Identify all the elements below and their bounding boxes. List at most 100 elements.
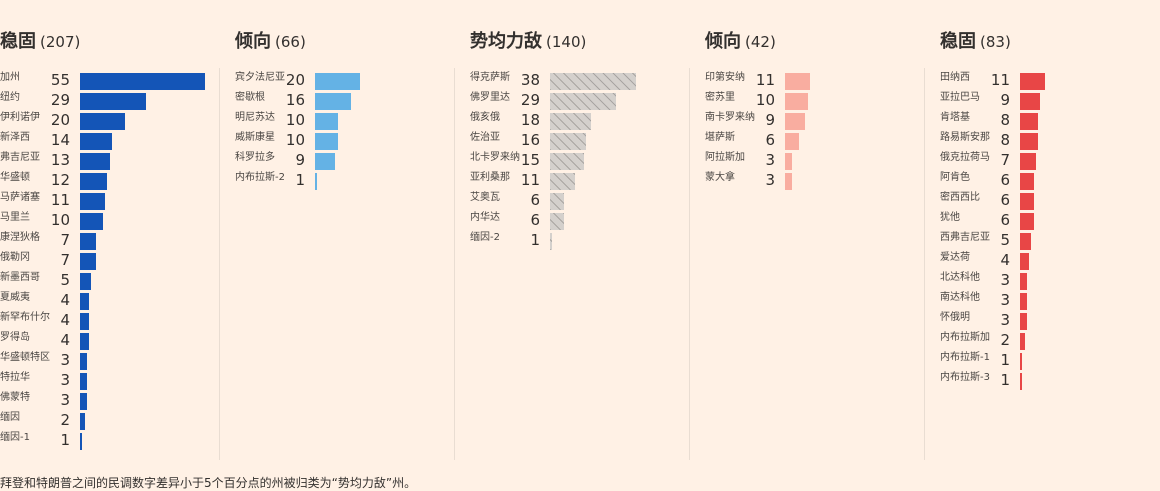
group-title: 倾向 (66) bbox=[235, 27, 306, 53]
group-title-count: (83) bbox=[980, 33, 1011, 51]
state-label: 马萨诸塞 bbox=[0, 192, 40, 203]
value-label: 10 bbox=[285, 131, 305, 149]
bar bbox=[785, 73, 810, 90]
value-label: 7 bbox=[60, 251, 70, 269]
value-label: 5 bbox=[60, 271, 70, 289]
value-label: 3 bbox=[1000, 271, 1010, 289]
value-label: 3 bbox=[1000, 311, 1010, 329]
bar-row: 华盛顿特区 3 bbox=[0, 351, 215, 372]
group-title-count: (207) bbox=[40, 33, 81, 51]
bar-row: 密西西比 6 bbox=[940, 191, 1155, 212]
bar-row: 华盛顿 12 bbox=[0, 171, 215, 192]
state-label: 特拉华 bbox=[0, 372, 30, 383]
bar bbox=[1020, 353, 1022, 370]
bar-row: 内布拉斯-2 1 bbox=[235, 171, 450, 192]
state-label: 佐治亚 bbox=[470, 132, 500, 143]
value-label: 16 bbox=[520, 131, 540, 149]
bar-row: 田纳西 11 bbox=[940, 71, 1155, 92]
value-label: 4 bbox=[60, 331, 70, 349]
bar bbox=[550, 153, 584, 170]
bar bbox=[80, 113, 125, 130]
state-label: 内布拉斯-2 bbox=[235, 172, 285, 183]
value-label: 11 bbox=[990, 71, 1010, 89]
bar-row: 内布拉斯-1 1 bbox=[940, 351, 1155, 372]
state-label: 亚拉巴马 bbox=[940, 92, 980, 103]
electoral-votes-chart: 稳固 (207) 加州 55 纽约 29 伊利诺伊 20 新泽西 14 弗吉尼亚 13 华盛顿 12 马萨诸… bbox=[0, 0, 1155, 460]
bar-row: 夏威夷 4 bbox=[0, 291, 215, 312]
group-title-label: 势均力敌 bbox=[470, 31, 542, 52]
value-label: 16 bbox=[285, 91, 305, 109]
bar bbox=[80, 393, 87, 410]
value-label: 12 bbox=[50, 171, 70, 189]
value-label: 38 bbox=[520, 71, 540, 89]
state-label: 南卡罗来纳 bbox=[705, 112, 755, 123]
bar-row: 新罕布什尔 4 bbox=[0, 311, 215, 332]
bar-row: 密歇根 16 bbox=[235, 91, 450, 112]
value-label: 6 bbox=[1000, 191, 1010, 209]
bar bbox=[550, 233, 552, 250]
bar-row: 缅因 2 bbox=[0, 411, 215, 432]
group-title-count: (42) bbox=[745, 33, 776, 51]
bar bbox=[80, 233, 96, 250]
state-label: 路易斯安那 bbox=[940, 132, 990, 143]
value-label: 1 bbox=[1000, 371, 1010, 389]
bar bbox=[1020, 233, 1031, 250]
state-label: 密苏里 bbox=[705, 92, 735, 103]
bar-row: 艾奥瓦 6 bbox=[470, 191, 685, 212]
bar bbox=[1020, 93, 1040, 110]
value-label: 8 bbox=[1000, 111, 1010, 129]
bar-row: 俄克拉荷马 7 bbox=[940, 151, 1155, 172]
bar-row: 伊利诺伊 20 bbox=[0, 111, 215, 132]
state-label: 缅因-1 bbox=[0, 432, 30, 443]
bar bbox=[315, 93, 351, 110]
bar bbox=[80, 153, 110, 170]
group-title: 势均力敌 (140) bbox=[470, 27, 586, 53]
group-title: 倾向 (42) bbox=[705, 27, 776, 53]
bar-row: 新泽西 14 bbox=[0, 131, 215, 152]
bar-row: 特拉华 3 bbox=[0, 371, 215, 392]
group-title: 稳固 (207) bbox=[0, 27, 80, 53]
bar-row: 密苏里 10 bbox=[705, 91, 920, 112]
bar bbox=[1020, 273, 1027, 290]
bar bbox=[315, 113, 338, 130]
value-label: 1 bbox=[1000, 351, 1010, 369]
group-column: 倾向 (66) 宾夕法尼亚 20 密歇根 16 明尼苏达 10 威斯康星 10 科罗拉多 9 内布拉斯-… bbox=[235, 0, 450, 460]
value-label: 13 bbox=[50, 151, 70, 169]
bar bbox=[1020, 73, 1045, 90]
value-label: 9 bbox=[765, 111, 775, 129]
state-label: 威斯康星 bbox=[235, 132, 275, 143]
state-label: 科罗拉多 bbox=[235, 152, 275, 163]
bar-row: 内布拉斯加 2 bbox=[940, 331, 1155, 352]
state-label: 内华达 bbox=[470, 212, 500, 223]
state-label: 康涅狄格 bbox=[0, 232, 40, 243]
group-title-label: 倾向 bbox=[235, 31, 271, 52]
bar bbox=[80, 253, 96, 270]
state-label: 密歇根 bbox=[235, 92, 265, 103]
bar-row: 缅因-2 1 bbox=[470, 231, 685, 252]
group-column: 势均力敌 (140) 得克萨斯 38 佛罗里达 29 俄亥俄 18 佐治亚 16 北卡罗来纳 15 亚利… bbox=[470, 0, 685, 460]
bar bbox=[550, 73, 636, 90]
bar-row: 罗得岛 4 bbox=[0, 331, 215, 352]
state-label: 阿肯色 bbox=[940, 172, 970, 183]
bar bbox=[550, 193, 564, 210]
bar-row: 蒙大拿 3 bbox=[705, 171, 920, 192]
state-label: 新墨西哥 bbox=[0, 272, 40, 283]
bar bbox=[80, 413, 85, 430]
value-label: 10 bbox=[285, 111, 305, 129]
state-label: 蒙大拿 bbox=[705, 172, 735, 183]
bar-row: 堪萨斯 6 bbox=[705, 131, 920, 152]
bar-row: 阿拉斯加 3 bbox=[705, 151, 920, 172]
bar-row: 阿肯色 6 bbox=[940, 171, 1155, 192]
bar-row: 北卡罗来纳 15 bbox=[470, 151, 685, 172]
value-label: 20 bbox=[50, 111, 70, 129]
state-label: 内布拉斯-1 bbox=[940, 352, 990, 363]
bar-row: 犹他 6 bbox=[940, 211, 1155, 232]
bar-row: 南达科他 3 bbox=[940, 291, 1155, 312]
bar bbox=[80, 313, 89, 330]
state-label: 怀俄明 bbox=[940, 312, 970, 323]
bar bbox=[1020, 193, 1034, 210]
state-label: 得克萨斯 bbox=[470, 72, 510, 83]
value-label: 6 bbox=[530, 211, 540, 229]
value-label: 11 bbox=[50, 191, 70, 209]
state-label: 西弗吉尼亚 bbox=[940, 232, 990, 243]
